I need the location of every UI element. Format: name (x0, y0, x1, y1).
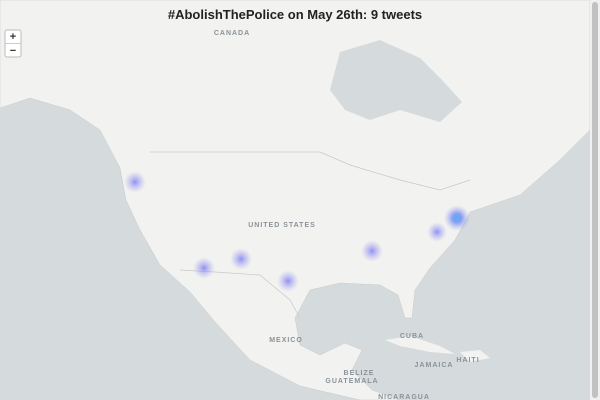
place-label: HAITI (456, 357, 479, 364)
cuba (385, 336, 455, 354)
place-label: GUATEMALA (325, 378, 378, 385)
map-title: #AbolishThePolice on May 26th: 9 tweets (168, 7, 422, 22)
scrollbar-thumb[interactable] (592, 2, 598, 398)
place-labels: CANADA UNITED STATES MEXICO CUBA HAITI J… (214, 30, 479, 400)
hudson-bay (330, 40, 462, 122)
place-label: MEXICO (269, 337, 303, 344)
zoom-in[interactable]: + (10, 31, 16, 43)
hispaniola (460, 350, 490, 362)
place-label: CUBA (400, 333, 424, 340)
place-label: NICARAGUA (378, 394, 430, 400)
place-label: CANADA (214, 30, 250, 37)
place-label: JAMAICA (415, 362, 454, 369)
heat-points (124, 171, 470, 292)
zoom-out[interactable]: − (10, 45, 16, 57)
zoom-control: + − (4, 29, 22, 58)
place-label: UNITED STATES (248, 222, 316, 229)
place-label: BELIZE (344, 370, 375, 377)
